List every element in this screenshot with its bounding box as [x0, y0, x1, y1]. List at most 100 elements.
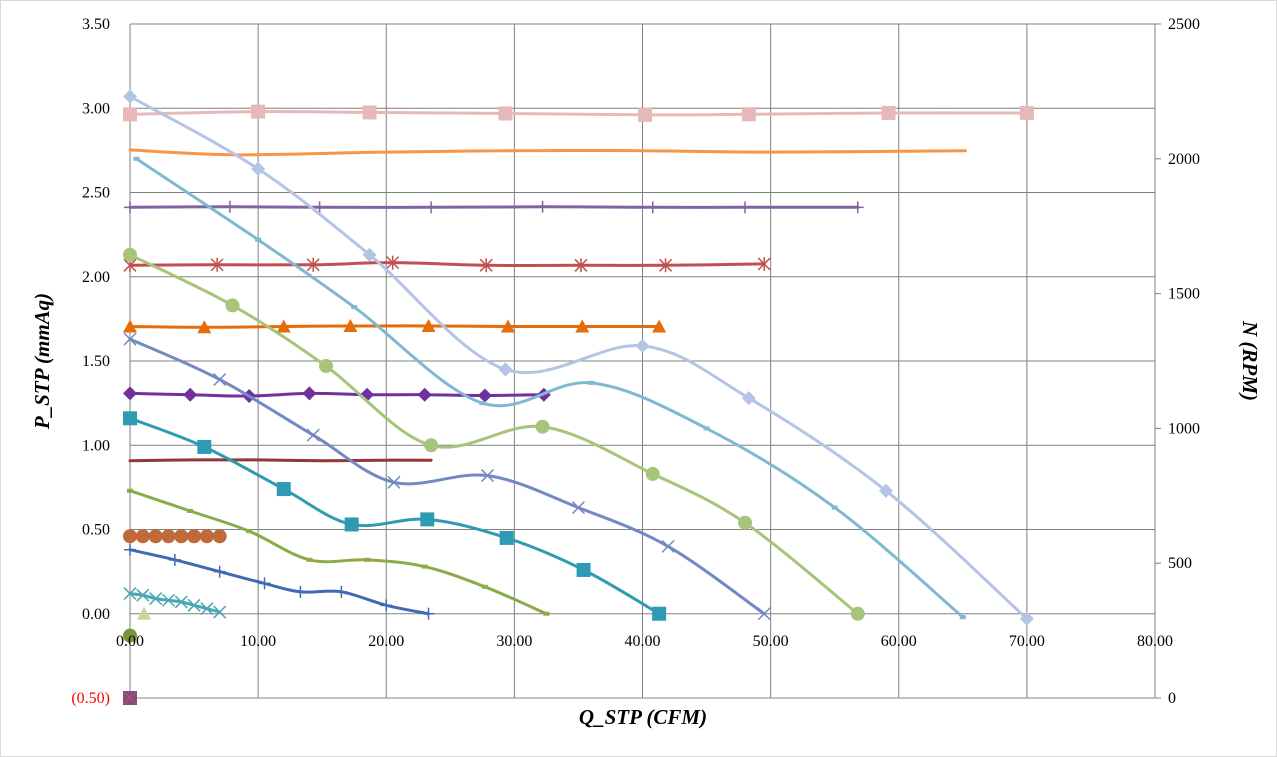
x-marker	[187, 598, 201, 612]
square-marker	[652, 606, 667, 621]
square-marker	[499, 530, 514, 545]
circle-marker	[123, 529, 137, 544]
diamond-marker	[123, 89, 137, 104]
y-tick-label: 0.00	[82, 606, 110, 623]
series-line	[128, 205, 860, 209]
triangle-marker	[276, 319, 291, 333]
dash-marker	[703, 426, 710, 431]
data-series	[123, 628, 137, 643]
x-marker	[661, 539, 675, 553]
x-marker	[387, 475, 401, 489]
data-series	[123, 89, 1034, 626]
data-series	[123, 332, 771, 621]
diamond-marker	[302, 386, 317, 401]
series-line	[128, 261, 766, 267]
x-marker	[149, 592, 163, 606]
data-series	[123, 586, 227, 619]
x-axis-title: Q_STP (CFM)	[579, 705, 707, 729]
dash-marker	[351, 305, 358, 310]
y-tick-label: (0.50)	[71, 690, 110, 707]
plus-marker	[258, 577, 271, 590]
triangle-marker	[197, 320, 212, 334]
plus-marker	[646, 201, 659, 214]
square-marker	[362, 105, 377, 120]
dash-marker	[255, 237, 262, 242]
series-line	[128, 337, 766, 616]
plus-marker	[536, 200, 549, 213]
series-line	[128, 324, 661, 329]
square-marker	[576, 562, 591, 577]
star-marker	[306, 257, 320, 272]
dash-marker	[364, 557, 371, 562]
square-marker	[344, 517, 359, 532]
x-tick-label: 60.00	[881, 633, 917, 650]
square-marker	[276, 482, 291, 497]
square-marker	[123, 107, 137, 122]
plus-marker	[422, 607, 435, 620]
x-marker	[161, 593, 175, 607]
circle-marker	[212, 529, 227, 544]
data-series	[124, 200, 864, 214]
star-marker	[659, 258, 673, 273]
star-marker	[757, 256, 771, 271]
circle-marker	[225, 298, 240, 313]
y2-tick-label: 2000	[1168, 151, 1200, 168]
diamond-marker	[477, 388, 492, 403]
data-series	[123, 104, 1034, 122]
x-marker	[571, 501, 585, 515]
plus-marker	[223, 200, 236, 213]
x-marker	[213, 373, 227, 387]
y2-tick-label: 500	[1168, 555, 1192, 572]
data-series	[123, 411, 667, 621]
y2-tick-label: 1000	[1168, 420, 1200, 437]
diamond-marker	[741, 391, 756, 406]
plus-marker	[313, 201, 326, 214]
dash-marker	[479, 401, 486, 406]
square-marker	[123, 411, 137, 426]
circle-marker	[174, 529, 189, 544]
x-tick-label: 40.00	[625, 633, 661, 650]
data-series	[123, 529, 227, 544]
diamond-marker	[251, 161, 266, 176]
circle-marker	[199, 529, 214, 544]
grid	[129, 23, 1161, 699]
circle-marker	[850, 606, 865, 621]
circle-marker	[535, 419, 550, 434]
x-tick-label: 0.00	[116, 633, 144, 650]
x-marker	[123, 586, 137, 601]
circle-marker	[123, 628, 137, 643]
circle-marker	[738, 515, 752, 530]
data-series	[123, 247, 865, 621]
x-marker	[136, 588, 150, 602]
y-axis-title: P_STP (mmAq)	[30, 293, 54, 430]
dash-marker	[127, 488, 133, 493]
star-marker	[386, 255, 400, 270]
square-marker	[420, 512, 435, 527]
data-series	[123, 255, 771, 273]
dash-marker	[306, 557, 313, 562]
circle-marker	[135, 529, 150, 544]
square-marker	[881, 105, 896, 120]
circle-marker	[123, 247, 137, 262]
diamond-marker	[498, 362, 513, 377]
plus-marker	[739, 201, 751, 214]
data-series	[127, 488, 550, 616]
x-marker	[123, 332, 137, 346]
x-marker	[123, 691, 137, 705]
triangle-marker	[575, 319, 590, 333]
y2-tick-label: 0	[1168, 690, 1176, 707]
series-line	[128, 95, 1029, 621]
diamond-marker	[417, 387, 432, 402]
circle-marker	[187, 529, 202, 544]
star-marker	[210, 257, 224, 272]
x-tick-label: 10.00	[240, 633, 276, 650]
data-series	[123, 691, 137, 705]
circle-marker	[319, 359, 334, 374]
square-marker	[197, 439, 212, 454]
data-series	[123, 386, 551, 404]
series-line	[134, 157, 965, 619]
square-marker	[638, 107, 653, 122]
triangle-marker	[123, 319, 137, 333]
y-tick-label: 2.00	[82, 269, 110, 286]
